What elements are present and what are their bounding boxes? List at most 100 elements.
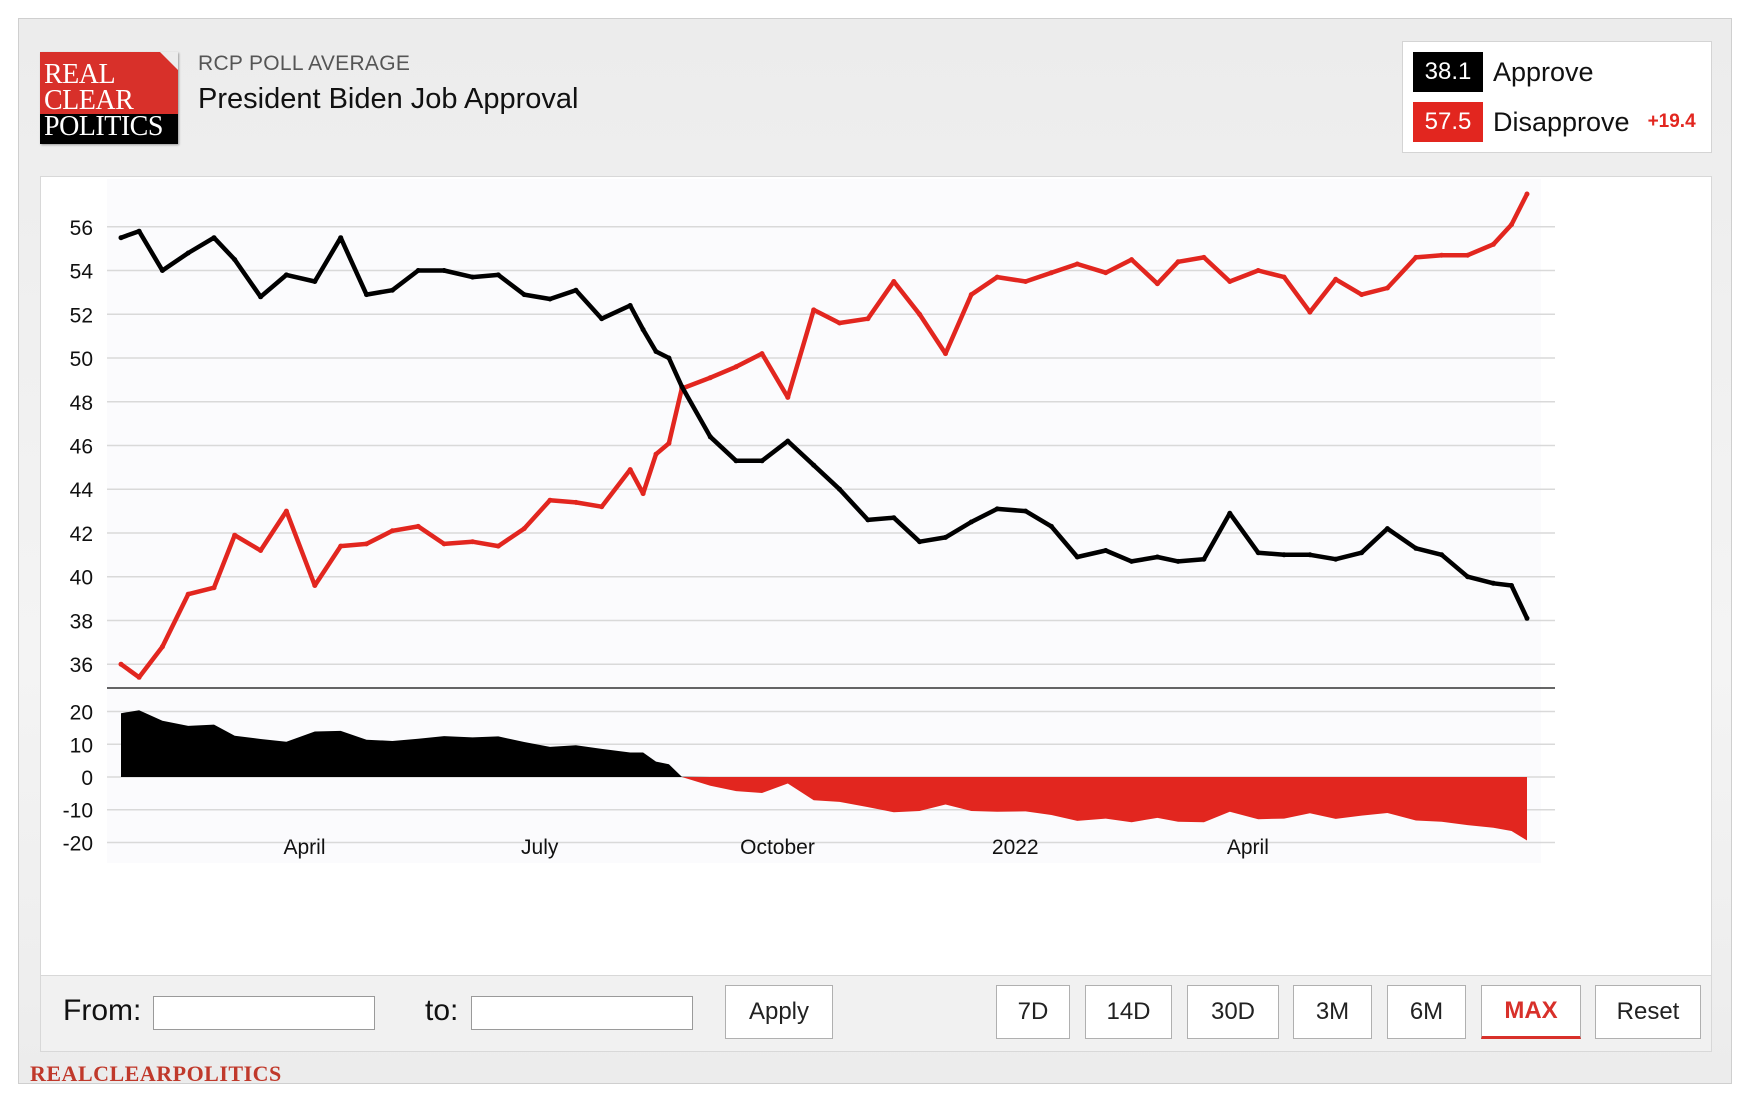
to-date-input[interactable] <box>471 996 693 1030</box>
data-point-disapprove <box>521 526 527 532</box>
data-point-approve <box>415 268 421 273</box>
data-point-disapprove <box>707 375 713 381</box>
data-point-approve <box>258 294 264 300</box>
x-tick-label-1: July <box>521 836 559 859</box>
y-tick-label-54: 54 <box>70 261 94 284</box>
rcp-logo[interactable]: REAL CLEAR POLITICS <box>40 52 178 144</box>
y-tick-label-40: 40 <box>70 567 93 590</box>
data-point-disapprove <box>232 532 238 538</box>
data-point-approve <box>470 274 475 280</box>
data-point-approve <box>1465 574 1471 580</box>
to-label: to: <box>425 994 459 1027</box>
data-point-disapprove <box>666 440 672 446</box>
data-point-approve <box>364 292 369 298</box>
reset-button[interactable]: Reset <box>1595 985 1701 1039</box>
data-point-disapprove <box>258 548 264 553</box>
spread-tick-label-0: 0 <box>81 767 93 790</box>
chart-svg[interactable]: 36 38 40 42 44 46 48 50 52 54 56 20 10 0 -10 -20 April Ju… <box>41 177 1711 975</box>
spread-area-positive <box>121 710 1527 777</box>
data-point-approve <box>573 287 579 293</box>
data-point-approve <box>1281 552 1287 558</box>
series-line-disapprove <box>119 192 1530 680</box>
y-tick-label-56: 56 <box>70 217 93 240</box>
logo-line-1: REAL <box>44 59 116 90</box>
apply-button[interactable]: Apply <box>725 985 833 1039</box>
data-point-approve <box>1524 615 1530 621</box>
range-14d-button[interactable]: 14D <box>1085 985 1172 1039</box>
data-point-disapprove <box>364 541 369 547</box>
logo-fold <box>160 52 178 70</box>
data-point-approve <box>1255 550 1261 556</box>
data-point-approve <box>968 519 974 525</box>
y-tick-label-50: 50 <box>70 348 93 371</box>
data-point-approve <box>441 268 447 273</box>
spread-tick-label-20: 20 <box>70 702 93 725</box>
x-tick-label-4: April <box>1227 836 1269 859</box>
data-point-disapprove <box>1255 268 1261 273</box>
data-point-disapprove <box>1465 252 1471 258</box>
range-max-button[interactable]: MAX <box>1481 985 1581 1039</box>
footer-brand[interactable]: REALCLEARPOLITICS <box>30 1061 282 1086</box>
data-point-approve <box>865 517 871 523</box>
disapprove-label: Disapprove <box>1493 106 1630 137</box>
chart-panel: 36 38 40 42 44 46 48 50 52 54 56 20 10 0 -10 -20 April Ju… <box>40 176 1712 976</box>
range-6m-button[interactable]: 6M <box>1387 985 1466 1039</box>
data-point-disapprove <box>627 467 633 473</box>
range-7d-button[interactable]: 7D <box>996 985 1070 1039</box>
from-date-input[interactable] <box>153 996 375 1030</box>
data-point-disapprove <box>470 539 475 545</box>
data-point-disapprove <box>599 504 605 510</box>
data-point-approve <box>1490 580 1496 586</box>
data-point-approve <box>1307 552 1313 558</box>
approve-label: Approve <box>1493 56 1594 87</box>
range-3m-button[interactable]: 3M <box>1293 985 1372 1039</box>
data-point-approve <box>338 235 344 241</box>
spread-tick-label--20: -20 <box>63 832 93 855</box>
data-point-disapprove <box>1384 285 1390 291</box>
data-point-disapprove <box>865 316 871 322</box>
data-point-approve <box>943 534 948 540</box>
data-point-disapprove <box>1227 279 1233 284</box>
data-point-disapprove <box>1154 281 1160 287</box>
data-point-disapprove <box>338 543 344 549</box>
x-tick-label-3: 2022 <box>992 836 1039 859</box>
data-point-approve <box>312 279 318 284</box>
data-point-disapprove <box>1175 259 1181 265</box>
data-point-approve <box>679 384 685 389</box>
data-point-disapprove <box>389 528 395 534</box>
data-point-disapprove <box>1201 254 1207 260</box>
data-point-approve <box>1103 548 1109 553</box>
data-point-disapprove <box>211 585 217 591</box>
range-30d-button[interactable]: 30D <box>1187 985 1279 1039</box>
data-point-disapprove <box>640 491 646 497</box>
data-point-approve <box>599 316 605 322</box>
data-point-disapprove <box>415 523 421 529</box>
data-point-disapprove <box>1129 257 1135 263</box>
date-controls: From: to: Apply 7D 14D 30D 3M 6M MAX Res… <box>40 976 1712 1052</box>
data-point-disapprove <box>441 541 447 547</box>
chart-title: President Biden Job Approval <box>198 83 579 115</box>
data-point-disapprove <box>1509 222 1514 228</box>
x-tick-label-2: October <box>740 836 815 859</box>
data-point-disapprove <box>759 351 765 357</box>
data-point-approve <box>1154 554 1160 560</box>
data-point-approve <box>1129 558 1135 564</box>
y-tick-label-44: 44 <box>70 479 94 502</box>
data-point-approve <box>1227 510 1233 516</box>
data-point-approve <box>521 292 527 298</box>
spread-value: +19.4 <box>1647 111 1696 132</box>
data-point-approve <box>759 458 765 464</box>
logo-line-3: POLITICS <box>40 113 178 144</box>
y-tick-label-42: 42 <box>70 523 93 546</box>
data-point-approve <box>917 539 923 545</box>
data-point-approve <box>627 303 633 308</box>
data-point-approve <box>547 296 553 302</box>
y-tick-label-46: 46 <box>70 436 93 459</box>
data-point-disapprove <box>118 661 124 667</box>
data-point-approve <box>1175 558 1181 564</box>
data-point-disapprove <box>136 674 142 680</box>
y-tick-label-48: 48 <box>70 392 93 415</box>
data-point-approve <box>1201 556 1207 562</box>
data-point-disapprove <box>917 311 923 317</box>
data-point-disapprove <box>495 543 501 549</box>
